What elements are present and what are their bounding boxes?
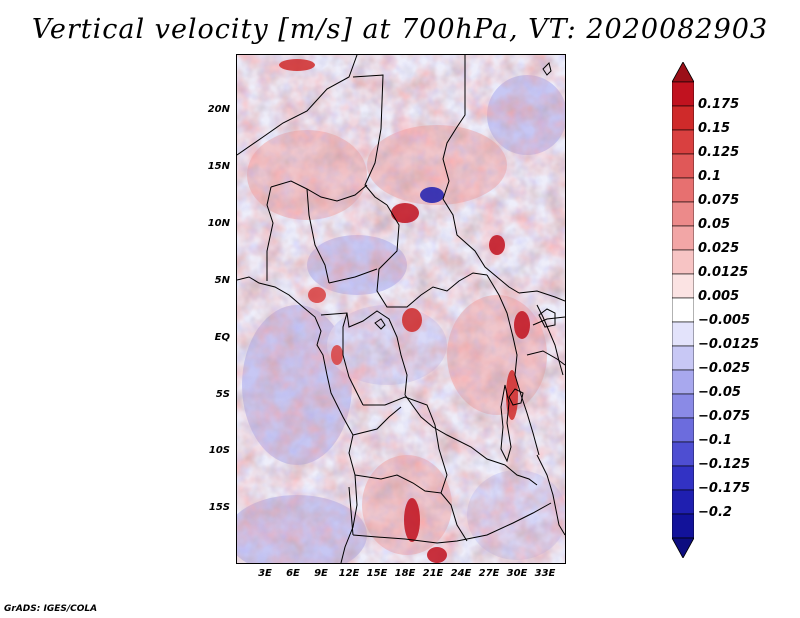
colorbar-label: −0.005 [698, 313, 751, 328]
colorbar-swatch [672, 105, 694, 131]
borders [237, 55, 565, 563]
lat-label-20n: 20N [207, 104, 230, 115]
colorbar-swatch [672, 465, 694, 491]
colorbar-top-arrow [672, 62, 694, 83]
convective-cells [279, 59, 530, 563]
colorbar-swatch [672, 297, 694, 323]
colorbar-bottom-arrow [672, 537, 694, 558]
colorbar-label: 0.125 [698, 145, 740, 160]
colorbar [672, 62, 694, 558]
colorbar-label: −0.175 [698, 481, 751, 496]
lon-label-21e: 21E [422, 568, 444, 579]
colorbar-swatch [672, 513, 694, 539]
lon-label-24e: 24E [450, 568, 472, 579]
colorbar-swatch [672, 153, 694, 179]
colorbar-label: −0.025 [698, 361, 751, 376]
lon-label-27e: 27E [478, 568, 500, 579]
colorbar-swatch [672, 393, 694, 419]
lon-label-3e: 3E [258, 568, 272, 579]
lon-label-33e: 33E [534, 568, 556, 579]
lon-label-30e: 30E [506, 568, 528, 579]
colorbar-label: −0.1 [698, 433, 732, 448]
colorbar-swatch [672, 201, 694, 227]
colorbar-swatch [672, 273, 694, 299]
colorbar-label: 0.005 [698, 289, 740, 304]
lat-label-10s: 10S [208, 445, 230, 456]
lon-label-6e: 6E [286, 568, 300, 579]
lat-label-15s: 15S [208, 502, 230, 513]
lat-label-5n: 5N [214, 275, 230, 286]
lat-label-10n: 10N [207, 218, 230, 229]
colorbar-swatch [672, 345, 694, 371]
map-title: Vertical velocity [m/s] at 700hPa, VT: 2… [31, 14, 769, 45]
colorbar-label: −0.075 [698, 409, 751, 424]
colorbar-swatch [672, 81, 694, 107]
colorbar-label: −0.0125 [698, 337, 760, 352]
colorbar-label: 0.175 [698, 97, 740, 112]
colorbar-label: −0.125 [698, 457, 751, 472]
colorbar-swatch [672, 177, 694, 203]
grads-credit: GrADS: IGES/COLA [4, 604, 98, 614]
colorbar-swatch [672, 129, 694, 155]
lon-label-18e: 18E [394, 568, 416, 579]
colorbar-swatch [672, 225, 694, 251]
lat-label-15n: 15N [207, 161, 230, 172]
colorbar-label: 0.05 [698, 217, 731, 232]
lat-label-eq: EQ [214, 332, 230, 343]
colorbar-swatch [672, 489, 694, 515]
colorbar-label: 0.025 [698, 241, 740, 256]
lon-label-15e: 15E [366, 568, 388, 579]
lon-label-9e: 9E [314, 568, 328, 579]
colorbar-label: −0.2 [698, 505, 732, 520]
colorbar-swatch [672, 369, 694, 395]
colorbar-label: 0.0125 [698, 265, 749, 280]
colorbar-label: 0.1 [698, 169, 722, 184]
vertical-velocity-map [236, 54, 566, 564]
colorbar-swatch [672, 417, 694, 443]
colorbar-label: 0.15 [698, 121, 731, 136]
colorbar-label: 0.075 [698, 193, 740, 208]
lon-label-12e: 12E [338, 568, 360, 579]
lat-label-5s: 5S [215, 389, 230, 400]
colorbar-swatch [672, 441, 694, 467]
colorbar-label: −0.05 [698, 385, 741, 400]
colorbar-swatch [672, 249, 694, 275]
colorbar-swatch [672, 321, 694, 347]
